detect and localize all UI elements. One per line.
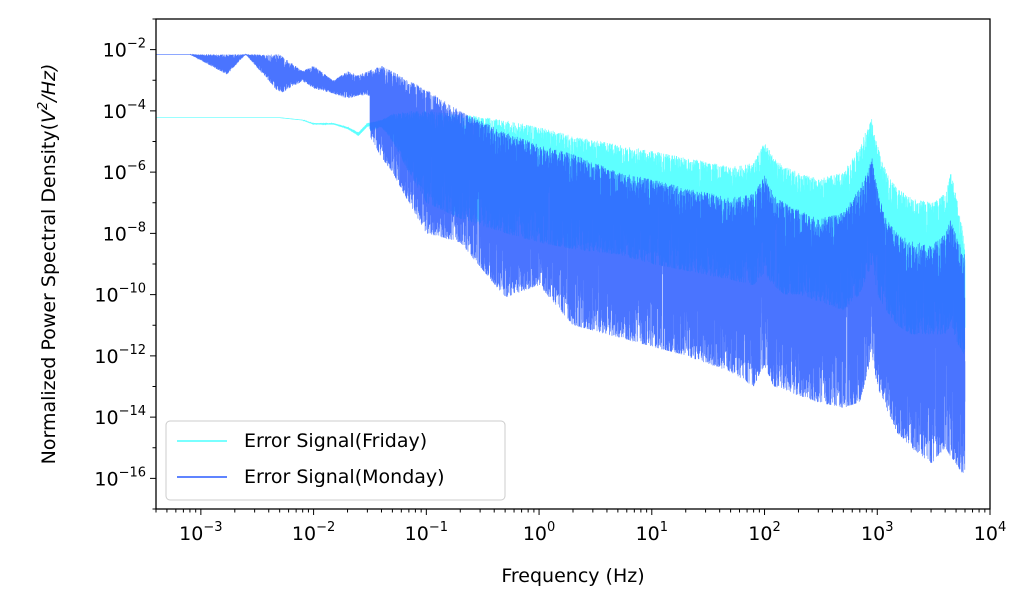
y-tick-label: 10−12 — [94, 343, 146, 368]
y-tick-label: 10−16 — [94, 465, 146, 490]
y-tick-label: 10−6 — [103, 159, 146, 184]
y-axis-label-suffix: /Hz) — [38, 64, 60, 104]
y-axis-label-prefix: Normalized Power Spectral Density( — [38, 123, 60, 464]
legend: Error Signal(Friday) Error Signal(Monday… — [165, 420, 506, 501]
series-layer — [156, 53, 966, 473]
x-tick-label: 101 — [636, 520, 668, 545]
y-axis-label-base: V — [38, 108, 60, 123]
x-tick-label: 10−3 — [179, 520, 222, 545]
x-tick-label: 10−2 — [292, 520, 335, 545]
x-axis-label: Frequency (Hz) — [501, 565, 644, 587]
x-tick-label: 103 — [861, 520, 893, 545]
legend-label-monday: Error Signal(Monday) — [244, 466, 445, 488]
y-tick-label: 10−4 — [103, 98, 146, 123]
y-tick-label: 10−8 — [103, 220, 146, 245]
legend-label-friday: Error Signal(Friday) — [244, 430, 427, 452]
y-axis: 10−2 10−4 10−6 10−8 10−10 10−12 10−14 10−16 — [94, 18, 156, 510]
y-axis-label-power: 2 — [36, 102, 51, 110]
x-tick-label: 104 — [974, 520, 1006, 545]
y-tick-label: 10−2 — [103, 37, 146, 62]
x-tick-label: 100 — [523, 520, 555, 545]
x-tick-label: 102 — [748, 520, 780, 545]
legend-box — [165, 420, 506, 501]
y-tick-label: 10−10 — [94, 282, 146, 307]
series-line-monday — [156, 53, 966, 473]
y-tick-label: 10−14 — [94, 404, 146, 429]
x-tick-label: 10−1 — [405, 520, 448, 545]
x-axis: 10−3 10−2 10−1 100 101 102 103 104 — [155, 509, 1006, 545]
y-axis-label: Normalized Power Spectral Density(V2/Hz) — [36, 64, 60, 465]
